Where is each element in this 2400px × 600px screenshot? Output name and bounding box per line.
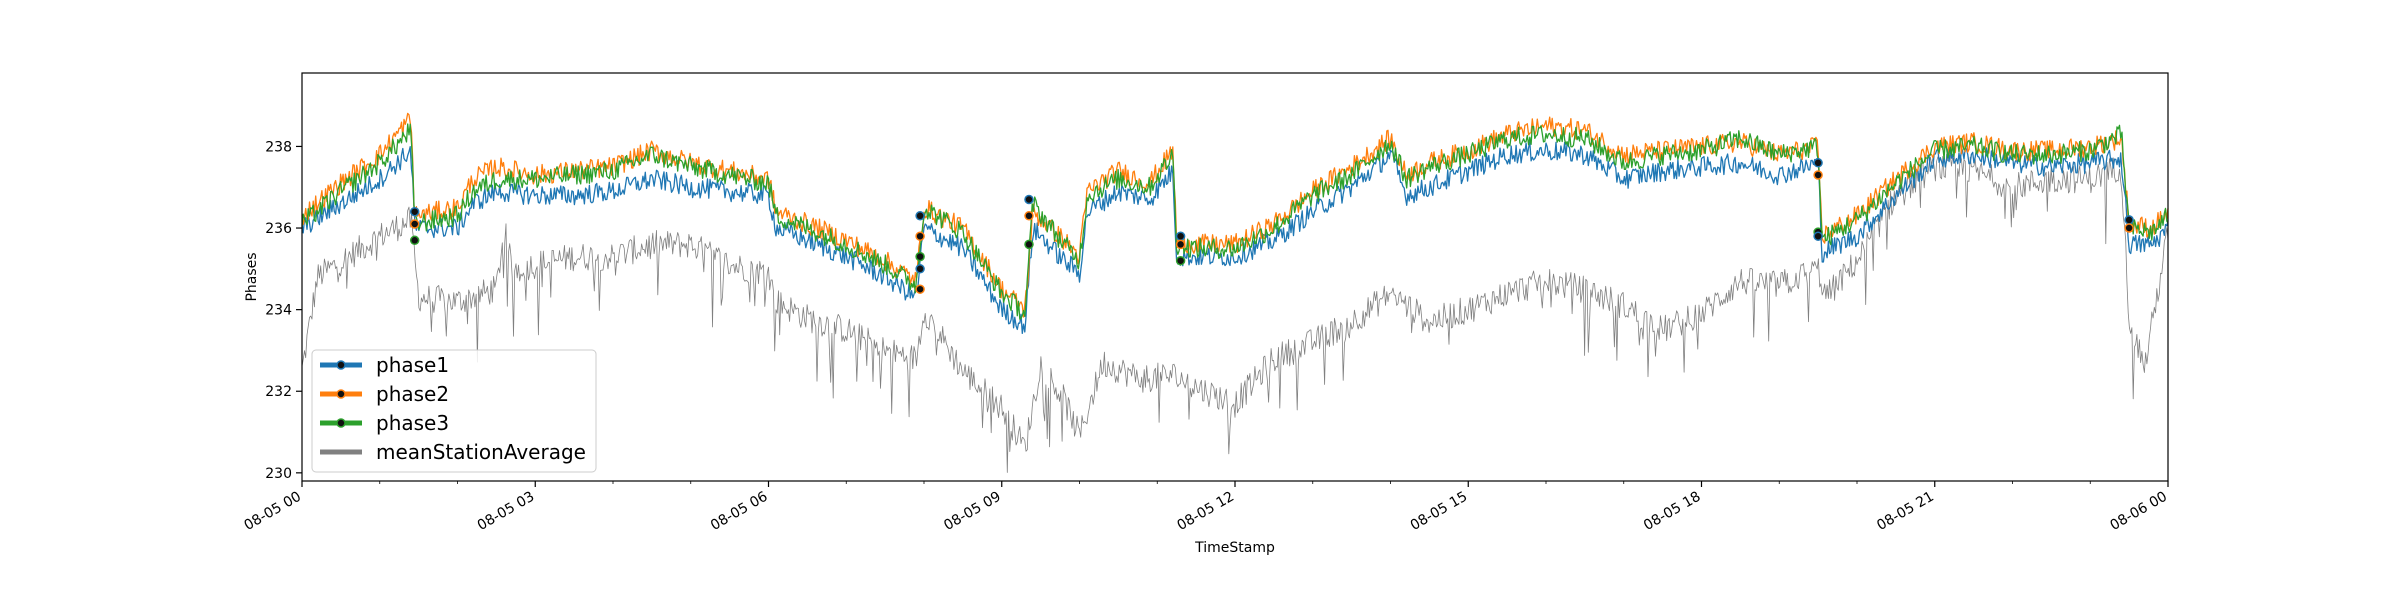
legend-marker-phase3 [336,418,346,428]
legend-label-meanStationAverage: meanStationAverage [376,440,586,464]
legend-box [311,349,597,473]
y-axis-label: Phases [244,252,260,301]
y-tick-label: 238 [265,139,292,155]
series-line-meanStationAverage [301,153,2169,473]
legend-label-phase2: phase2 [376,382,449,406]
series-line-phase3 [301,123,2169,320]
y-tick-label: 232 [265,384,292,400]
transition-marker [1813,170,1823,180]
legend-label-phase1: phase1 [376,353,449,377]
y-axis: 230 232 234 236 238 [265,139,302,482]
transition-marker [1024,211,1034,221]
transition-marker [2124,223,2134,233]
transition-markers [409,158,2134,294]
y-tick-label: 230 [265,466,292,482]
legend: phase1 phase2 phase3 meanStationAverage [311,349,597,473]
x-axis-label: TimeStamp [1194,540,1275,556]
legend-marker-phase2 [336,389,346,399]
transition-marker [1813,158,1823,168]
transition-marker [2124,215,2134,225]
transition-marker [915,251,925,262]
transition-marker [409,206,420,217]
y-tick-label: 236 [265,221,292,237]
legend-label-phase3: phase3 [376,411,449,435]
transition-marker [1024,239,1034,250]
transition-marker [409,235,420,246]
series-line-phase2 [301,112,2169,318]
transition-marker [915,284,925,294]
transition-marker [915,211,925,221]
series-line-phase1 [301,141,2169,335]
transition-marker [409,219,420,229]
legend-marker-phase1 [336,360,346,370]
plot-lines [301,112,2169,473]
transition-marker [1175,239,1186,250]
transition-marker [1175,255,1186,266]
y-tick-label: 234 [265,303,292,319]
transition-marker [915,231,925,241]
transition-marker [1175,231,1186,241]
transition-marker [1024,194,1034,205]
transition-marker [1813,231,1823,241]
transition-marker [915,264,925,274]
